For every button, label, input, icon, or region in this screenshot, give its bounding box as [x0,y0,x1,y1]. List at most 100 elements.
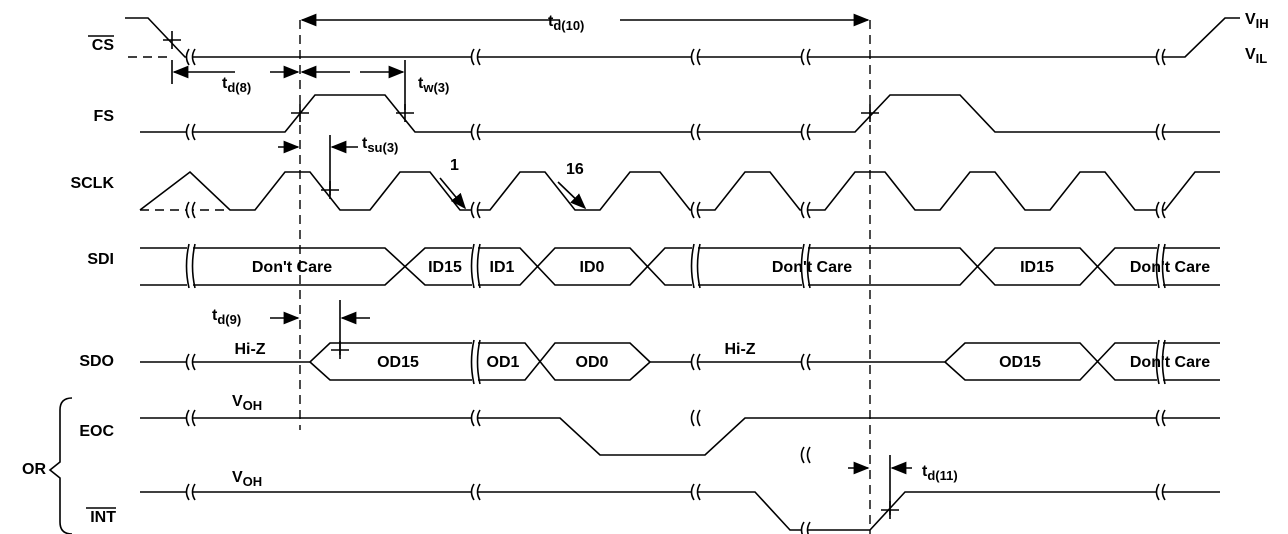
text: OH [243,474,263,489]
break-mark [476,243,481,289]
bus-label: Don't Care [772,259,852,276]
break-mark [696,123,701,141]
break-gap [187,49,193,65]
text: V [1245,11,1256,28]
sdi-bus [140,247,1220,286]
text: d(9) [217,312,241,327]
break-mark [696,243,701,289]
bus-label: ID1 [490,259,515,276]
break-gap [1157,49,1163,65]
break-mark [1155,48,1160,66]
break-mark [800,201,805,219]
break-mark [690,483,695,501]
signal-name: SDO [79,353,114,370]
break-mark [800,521,805,534]
break-gap [802,447,808,463]
text: t [362,135,368,152]
text: V [232,469,243,486]
break-mark [806,353,811,371]
bus-label: ID15 [428,259,462,276]
break-mark [800,446,805,464]
labels: CS FS SCLK SDI SDO EOC INT OR VIH VIL VO… [22,11,1269,526]
break-mark [476,201,481,219]
break-mark [690,123,695,141]
break-mark [696,409,701,427]
arrow [557,181,587,210]
signal-name: OR [22,461,46,478]
level-label: VIH [1245,11,1269,31]
break-mark [191,483,196,501]
break-mark [1155,201,1160,219]
break-mark [806,123,811,141]
text: d(11) [927,468,957,483]
break-mark [690,409,695,427]
break-mark [476,483,481,501]
break-mark [1161,409,1166,427]
text: w(3) [422,80,449,95]
break-gap [802,354,808,370]
break-mark [1161,123,1166,141]
break-gap [472,124,478,140]
crosshair [163,31,181,49]
break-gap [1157,410,1163,426]
break-mark [470,201,475,219]
break-gap [472,49,478,65]
break-mark [800,243,805,289]
break-mark [191,201,196,219]
break-mark [696,353,701,371]
break-gap [187,484,193,500]
text: t [222,75,228,92]
text: t [548,13,554,30]
arrow [439,177,467,210]
break-mark [476,339,481,385]
break-mark [185,353,190,371]
signal-name: CS [92,37,115,54]
break-mark [470,409,475,427]
break-mark [191,353,196,371]
level-label: VIL [1245,46,1267,66]
bus-label: OD15 [999,354,1041,371]
timing-label: td(8) [222,75,251,95]
break-mark [1161,339,1166,385]
eoc-wave [140,417,1220,456]
text: d(10) [553,18,584,33]
signal-name: SCLK [70,175,114,192]
break-gap [692,124,698,140]
break-gap [1157,340,1163,384]
clock-label: 1 [450,157,459,174]
break-mark [1161,483,1166,501]
break-mark [476,123,481,141]
signal-name: SDI [87,251,114,268]
text: t [418,75,424,92]
text: IH [1256,16,1269,31]
waveforms [48,13,1240,534]
clock-label: 16 [566,161,584,178]
crosshair [291,104,309,122]
break-mark [191,243,196,289]
break-mark [185,123,190,141]
break-gap [187,410,193,426]
bus-label: Don't Care [252,259,332,276]
cs-wave [125,17,1240,58]
break-mark [690,353,695,371]
level-label: VOH [232,469,262,489]
break-gap [472,484,478,500]
bus-label: OD15 [377,354,419,371]
crosshair [861,104,879,122]
signal-name: EOC [79,423,114,440]
break-gap [802,244,808,288]
bus-label: Don't Care [1130,354,1210,371]
text: t [212,307,218,324]
break-gap [692,244,698,288]
break-mark [806,521,811,534]
bus-label: Hi-Z [724,341,755,358]
timing-label: td(9) [212,307,241,327]
break-mark [470,123,475,141]
break-gap [802,49,808,65]
break-mark [191,123,196,141]
sdo-bus [140,342,1220,381]
break-mark [470,339,475,385]
text: t [922,463,928,480]
break-gap [692,49,698,65]
